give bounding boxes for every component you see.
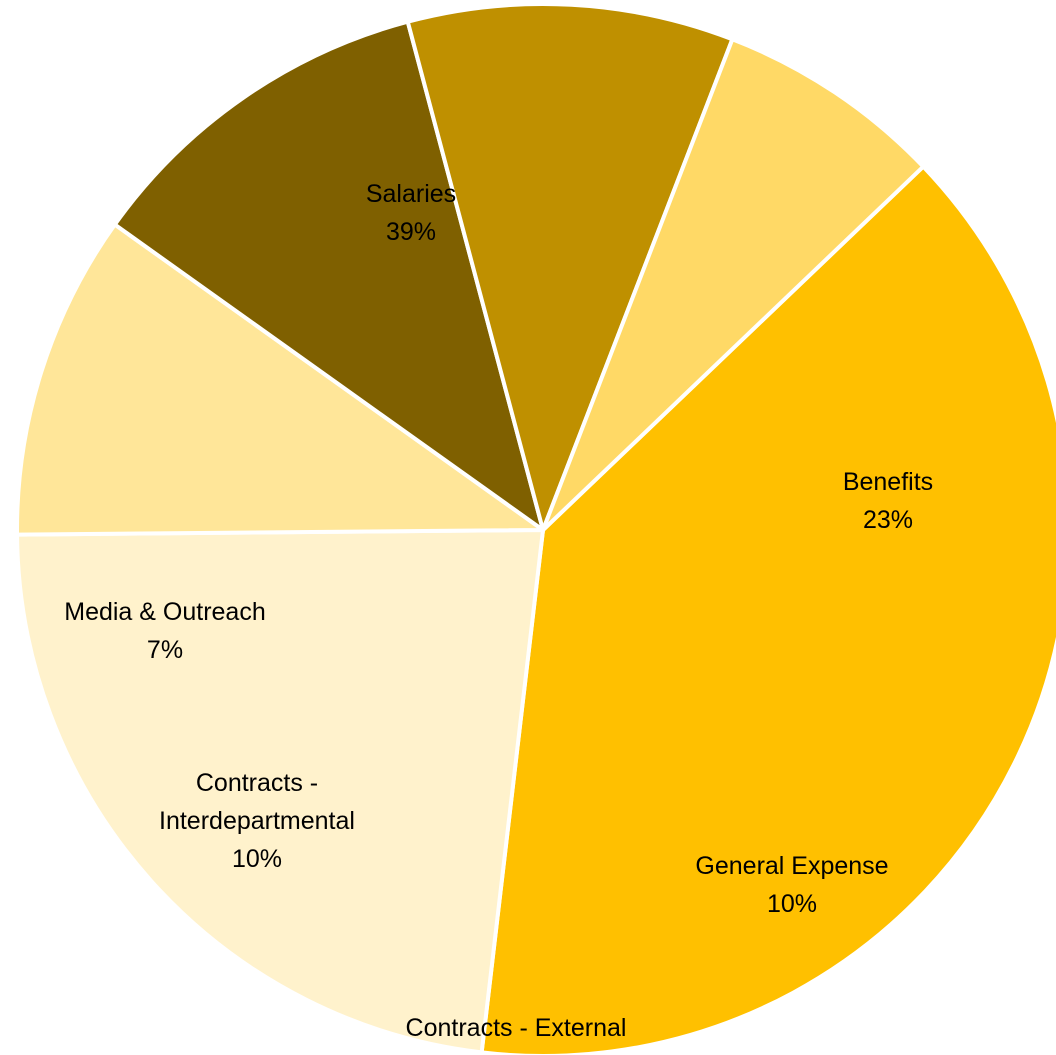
slice-label-benefits: Benefits 23% <box>843 468 933 534</box>
pie-slice-benefits <box>15 528 545 1055</box>
slice-percent: 11% <box>492 1052 540 1055</box>
slice-name: Salaries <box>366 180 456 208</box>
slice-name: General Expense <box>695 852 888 880</box>
slice-label-general-expense: General Expense 10% <box>695 852 888 918</box>
pie-slices <box>15 2 1056 1055</box>
slice-percent: 10% <box>232 845 282 873</box>
slice-labels: Salaries 39% Benefits 23% General Expense 10%… <box>64 180 933 1055</box>
pie-slice-general-expense <box>15 222 545 537</box>
slice-name: Media & Outreach <box>64 598 266 626</box>
slice-name: Contracts - External <box>406 1014 627 1042</box>
slice-label-media-outreach: Media & Outreach 7% <box>64 598 266 664</box>
pie-slice-contracts-external <box>112 19 545 532</box>
slice-name: Benefits <box>843 468 933 496</box>
slice-percent: 10% <box>767 890 817 918</box>
slice-name: Interdepartmental <box>159 807 355 835</box>
slice-name: Contracts - <box>196 769 318 797</box>
slice-percent: 23% <box>863 506 913 534</box>
slice-label-contracts-external: Contracts - External 11% <box>406 1014 627 1055</box>
pie-slice-media-outreach <box>541 37 926 532</box>
slice-label-salaries: Salaries 39% <box>366 180 456 246</box>
slice-label-contracts-interdepartmental: Contracts - Interdepartmental 10% <box>159 769 355 873</box>
slice-percent: 39% <box>386 218 436 246</box>
pie-slice-salaries <box>479 164 1056 1055</box>
slice-percent: 7% <box>147 636 183 664</box>
pie-slice-contracts-interdepartmental <box>405 2 735 532</box>
